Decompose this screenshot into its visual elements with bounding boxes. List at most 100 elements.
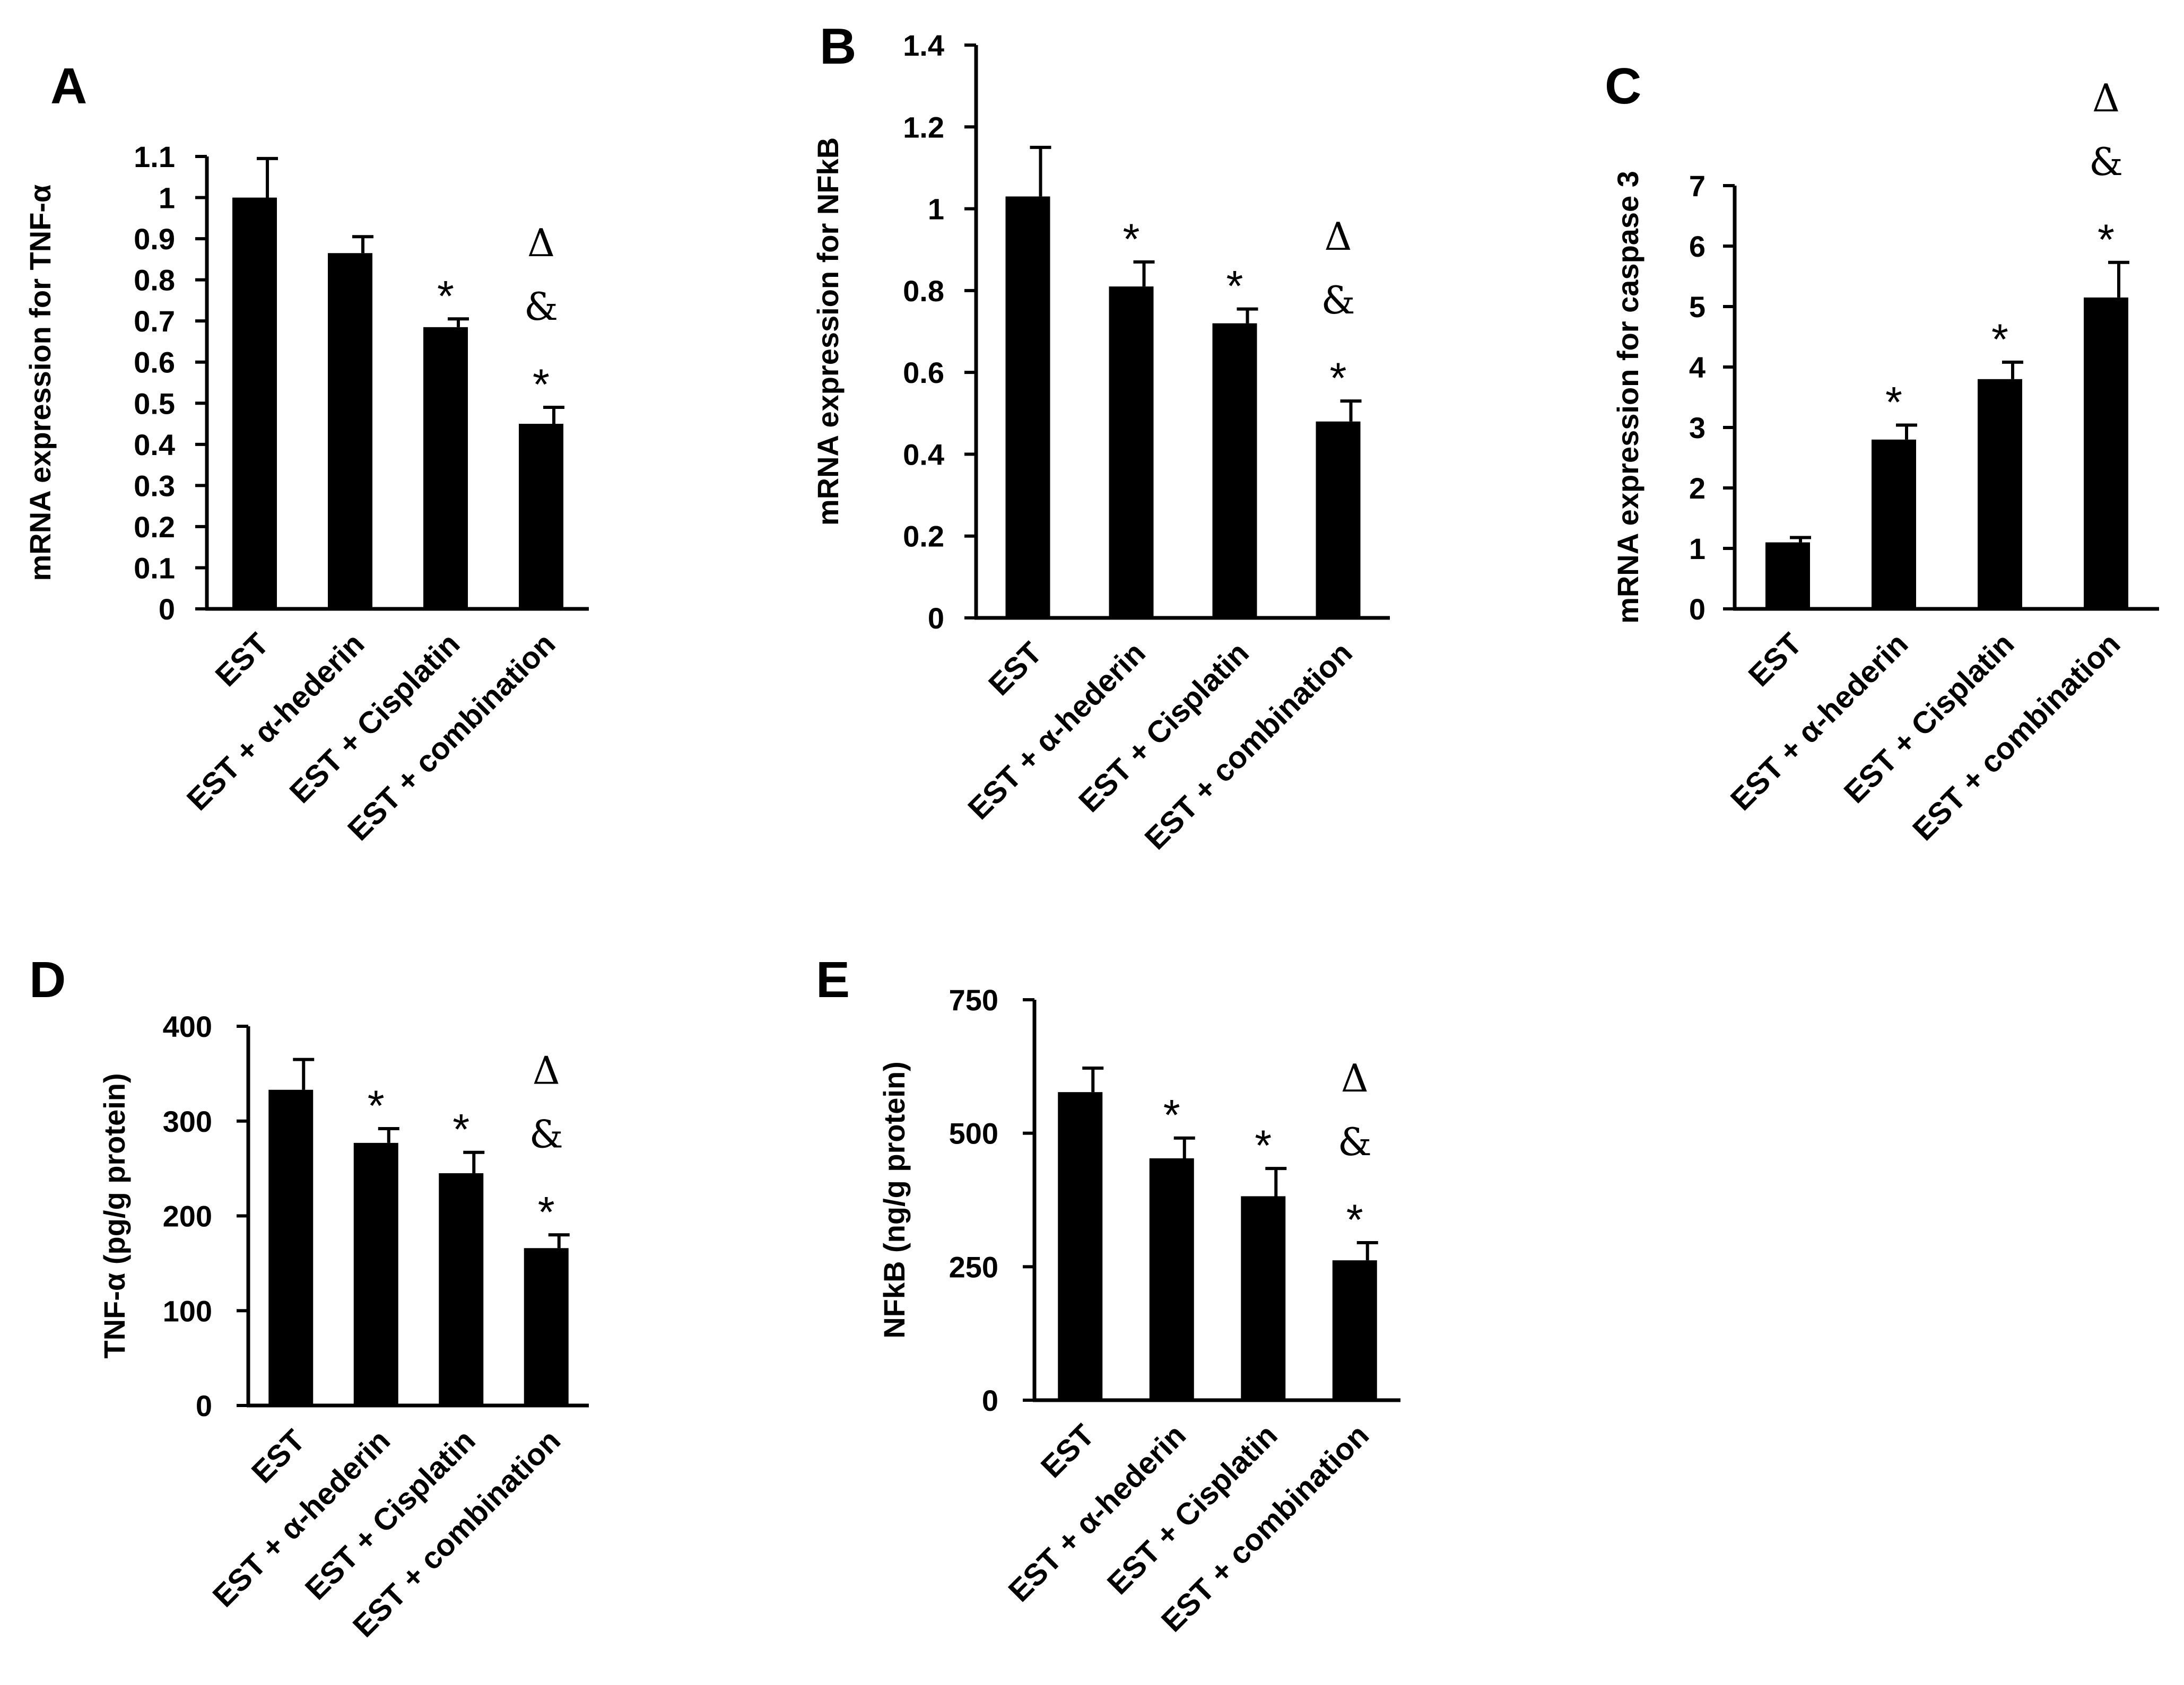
y-tick-label: 1: [159, 181, 175, 215]
significance-marker: *: [1330, 354, 1347, 403]
y-tick-label: 0.8: [903, 274, 944, 308]
y-tick-label: 0.9: [134, 222, 175, 256]
bar: [2084, 297, 2128, 609]
category-label: EST + combination: [1138, 635, 1359, 856]
panel-letter: A: [50, 58, 87, 115]
y-tick-label: 0: [159, 592, 175, 626]
significance-marker: *: [1991, 316, 2008, 364]
bar: [1109, 286, 1154, 618]
y-tick-label: 0.1: [134, 551, 175, 584]
y-tick-label: 1.4: [903, 29, 944, 62]
bar: [439, 1173, 484, 1405]
panel-letter: D: [29, 951, 66, 1008]
bar: [1872, 439, 1916, 609]
bar: [524, 1248, 569, 1405]
y-tick-label: 300: [163, 1105, 212, 1138]
bar: [232, 197, 277, 609]
y-tick-label: 0.4: [134, 428, 175, 461]
significance-marker: *: [538, 1188, 555, 1236]
significance-marker: &: [2089, 139, 2123, 184]
significance-marker: *: [453, 1106, 469, 1154]
y-tick-label: 0.2: [134, 510, 175, 544]
bar: [1005, 196, 1050, 618]
category-label: EST + α-hederin: [961, 635, 1152, 826]
significance-marker: *: [2098, 216, 2115, 264]
y-tick-label: 3: [1689, 411, 1706, 444]
panel-b: B 0 0.2 0.4 0.6 0.8 1 1.2 1.4 mRNA expression for…: [811, 18, 1390, 856]
bar: [1978, 379, 2022, 609]
significance-marker: &: [1321, 278, 1355, 322]
significance-marker: *: [437, 272, 454, 320]
y-tick-label: 1: [928, 193, 944, 226]
y-tick-label: 200: [163, 1200, 212, 1233]
panel-a: A 0 0.1 0.2 0.3 0.4 0.5 0.6 0.7 0.8 0.9 1 1.1 mRNA ex…: [23, 58, 589, 847]
category-label: EST + combination: [1906, 626, 2127, 847]
category-label: EST: [208, 626, 275, 693]
y-tick-label: 400: [163, 1010, 212, 1043]
category-label: EST: [1742, 626, 1808, 693]
y-tick-label: 0.4: [903, 438, 944, 471]
y-axis-title: NFkB (ng/g protein): [877, 1061, 911, 1339]
y-tick-label: 1: [1689, 532, 1706, 565]
y-tick-label: 2: [1689, 472, 1706, 505]
bar: [1316, 421, 1361, 618]
significance-marker: *: [1346, 1196, 1363, 1244]
y-tick-label: 4: [1689, 351, 1706, 384]
y-tick-label: 500: [949, 1117, 998, 1150]
significance-marker: *: [1885, 378, 1902, 426]
significance-marker: *: [1163, 1092, 1180, 1140]
panel-letter: B: [820, 18, 856, 75]
significance-marker: Δ: [533, 1048, 560, 1093]
panel-letter: E: [816, 951, 850, 1008]
significance-marker: *: [1255, 1122, 1272, 1170]
y-tick-label: 0: [982, 1384, 998, 1417]
category-label: EST: [245, 1423, 312, 1490]
category-label: EST + Cisplatin: [1101, 1418, 1284, 1601]
y-tick-label: 1.1: [134, 140, 175, 173]
bar: [1058, 1092, 1103, 1400]
category-label: EST + Cisplatin: [283, 626, 467, 810]
panel-letter: C: [1605, 58, 1641, 115]
bar: [268, 1089, 314, 1405]
significance-marker: &: [529, 1112, 563, 1156]
y-tick-label: 0.8: [134, 264, 175, 297]
panel-e: E 0 250 500 750 NFkB (ng/g protein) EST * EST + …: [816, 951, 1400, 1638]
bar: [1332, 1260, 1377, 1400]
significance-marker: Δ: [527, 221, 555, 265]
y-tick-label: 0: [928, 601, 944, 635]
y-tick-label: 0.2: [903, 520, 944, 553]
significance-marker: Δ: [1341, 1056, 1369, 1101]
bar: [519, 424, 563, 609]
significance-marker: &: [1338, 1120, 1372, 1164]
y-tick-label: 100: [163, 1294, 212, 1328]
significance-marker: *: [533, 361, 550, 409]
significance-marker: *: [1123, 215, 1140, 264]
panel-c: C 0 1 2 3 4 5 6 7 mRNA expression for caspase 3 ES…: [1605, 58, 2159, 847]
bar: [353, 1142, 398, 1405]
bar: [1765, 542, 1810, 609]
y-tick-label: 0.3: [134, 469, 175, 502]
significance-marker: Δ: [2092, 76, 2120, 120]
category-label: EST + α-hederin: [1724, 626, 1915, 817]
bar: [1241, 1196, 1286, 1400]
y-axis-title: mRNA expression for caspase 3: [1611, 171, 1644, 624]
y-tick-label: 0: [196, 1389, 212, 1422]
y-tick-label: 0.5: [134, 387, 175, 420]
y-tick-label: 6: [1689, 230, 1706, 263]
category-label: EST: [1034, 1418, 1101, 1485]
significance-marker: *: [368, 1082, 385, 1130]
y-tick-label: 0.7: [134, 304, 175, 338]
y-tick-label: 750: [949, 983, 998, 1017]
category-label: EST + α-hederin: [180, 626, 371, 817]
y-tick-label: 0.6: [134, 346, 175, 379]
bar: [423, 327, 468, 609]
y-axis-title: TNF-α (pg/g protein): [98, 1073, 131, 1358]
y-tick-label: 5: [1689, 290, 1706, 324]
y-tick-label: 0.6: [903, 356, 944, 389]
category-label: EST: [982, 635, 1049, 702]
y-tick-label: 250: [949, 1250, 998, 1284]
y-tick-label: 7: [1689, 169, 1706, 203]
y-axis-title: mRNA expression for NFkB: [811, 137, 845, 526]
